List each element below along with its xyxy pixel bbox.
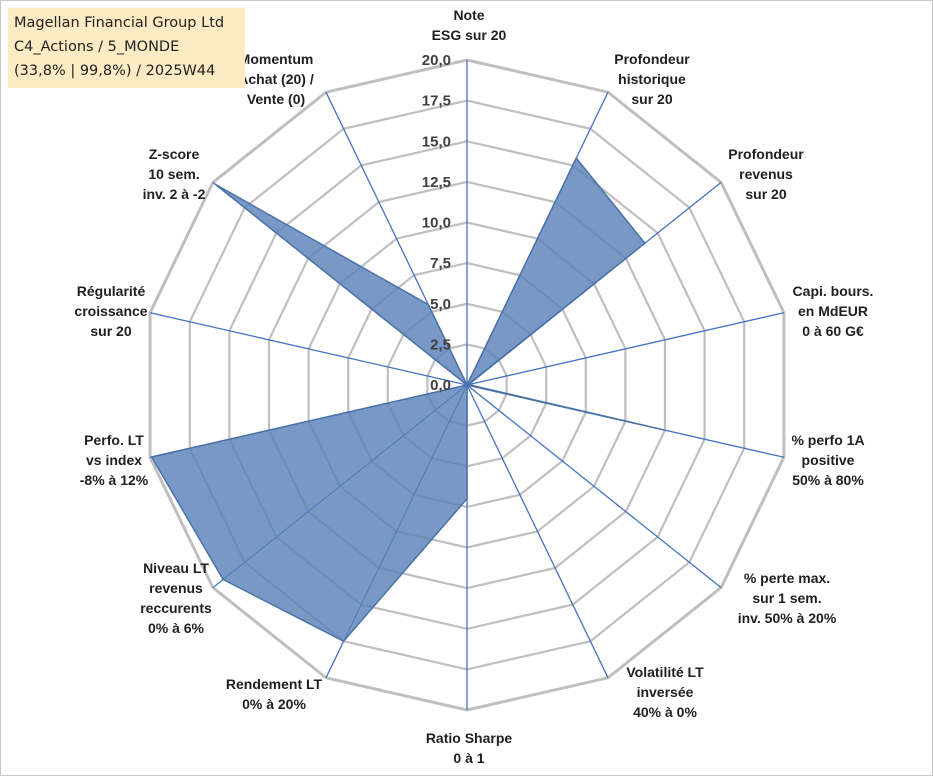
axis-label-13-line-1: Achat (20) /	[238, 71, 314, 87]
info-category: C4_Actions / 5_MONDE	[14, 39, 180, 55]
spoke-6	[466, 384, 609, 679]
axis-label-9-line-1: revenus	[149, 580, 203, 596]
axis-label-5-line-1: sur 1 sem.	[752, 590, 821, 606]
axis-label-2-line-1: revenus	[739, 166, 793, 182]
axis-label-0-line-1: ESG sur 20	[432, 27, 507, 43]
axis-label-13-line-0: Momentum	[239, 51, 314, 67]
tick-label-4: 10,0	[422, 215, 451, 232]
tick-label-0: 0,0	[430, 377, 451, 394]
axis-label-8-line-1: 0% à 20%	[242, 696, 306, 712]
series-point-2	[644, 242, 646, 244]
tick-label-8: 20,0	[422, 52, 451, 69]
series-point-10	[150, 456, 153, 458]
info-stats: (33,8% | 99,8%) / 2025W44	[14, 63, 216, 79]
axis-label-3: Capi. bours. en MdEUR 0 à 60 G€	[793, 283, 874, 339]
radar-series	[150, 157, 665, 642]
axis-label-4-line-0: % perfo 1A	[791, 432, 864, 448]
spoke-11	[149, 312, 468, 386]
axis-label-5-line-2: inv. 50% à 20%	[738, 610, 837, 626]
axis-label-5: % perte max. sur 1 sem. inv. 50% à 20%	[738, 570, 837, 626]
axis-label-2-line-0: Profondeur	[728, 146, 804, 162]
axis-label-9-line-3: 0% à 6%	[148, 620, 205, 636]
series-point-13	[427, 303, 430, 306]
tick-label-2: 5,0	[430, 296, 451, 313]
series-point-4	[662, 429, 665, 431]
axis-label-9: Niveau LT revenus reccurents 0% à 6%	[140, 560, 212, 636]
spoke-5	[466, 384, 722, 589]
axis-label-8-line-0: Rendement LT	[226, 676, 323, 692]
axis-label-9-line-0: Niveau LT	[143, 560, 209, 576]
series-point-12	[214, 183, 217, 186]
axis-label-7-line-0: Ratio Sharpe	[426, 730, 513, 746]
axis-label-2-line-2: sur 20	[745, 186, 786, 202]
axis-label-6-line-2: 40% à 0%	[633, 704, 697, 720]
axis-label-7-line-1: 0 à 1	[453, 750, 484, 766]
series-area-0	[150, 157, 665, 642]
axis-label-12: Z-score 10 sem. inv. 2 à -2	[143, 146, 206, 202]
series-point-7	[466, 498, 468, 500]
info-company: Magellan Financial Group Ltd	[14, 15, 225, 31]
axis-label-11-line-2: sur 20	[90, 323, 131, 339]
axis-label-1-line-1: historique	[618, 71, 686, 87]
axis-label-11-line-1: croissance	[74, 303, 147, 319]
axis-label-3-line-1: en MdEUR	[798, 303, 868, 319]
series-point-9	[222, 578, 224, 581]
axis-label-6-line-1: inversée	[637, 684, 694, 700]
axis-label-0-line-0: Note	[453, 7, 484, 23]
axis-label-6-line-0: Volatilité LT	[626, 664, 704, 680]
axis-label-10-line-0: Perfo. LT	[84, 432, 144, 448]
axis-label-10: Perfo. LT vs index -8% à 12%	[80, 432, 149, 488]
axis-label-13: Momentum Achat (20) / Vente (0)	[238, 51, 314, 107]
axis-label-1: Profondeur historique sur 20	[614, 51, 690, 107]
axis-label-12-line-2: inv. 2 à -2	[143, 186, 206, 202]
radar-axis-labels: Note ESG sur 20 Profondeur historique sur 20…	[74, 7, 873, 766]
series-point-1	[575, 157, 578, 159]
axis-label-10-line-2: -8% à 12%	[80, 472, 149, 488]
axis-label-4: % perfo 1A positive 50% à 80%	[791, 432, 864, 488]
axis-label-1-line-0: Profondeur	[614, 51, 690, 67]
tick-label-5: 12,5	[422, 174, 451, 191]
axis-label-13-line-2: Vente (0)	[247, 91, 305, 107]
radar-tick-labels: 0,0 2,5 5,0 7,5 10,0 12,5 15,0 17,5 20,0	[422, 52, 451, 394]
axis-label-11: Régularité croissance sur 20	[74, 283, 147, 339]
info-box: Magellan Financial Group Ltd C4_Actions …	[8, 8, 245, 88]
series-point-3	[467, 383, 470, 386]
axis-label-1-line-2: sur 20	[631, 91, 672, 107]
axis-label-3-line-0: Capi. bours.	[793, 283, 874, 299]
axis-label-12-line-1: 10 sem.	[148, 166, 199, 182]
axis-label-3-line-2: 0 à 60 G€	[802, 323, 864, 339]
axis-label-4-line-1: positive	[802, 452, 855, 468]
axis-label-4-line-2: 50% à 80%	[792, 472, 864, 488]
spoke-3	[466, 312, 785, 386]
axis-label-7: Ratio Sharpe 0 à 1	[426, 730, 513, 766]
axis-label-12-line-0: Z-score	[149, 146, 200, 162]
tick-label-1: 2,5	[430, 336, 451, 353]
axis-label-8: Rendement LT 0% à 20%	[226, 676, 323, 712]
axis-label-10-line-1: vs index	[86, 452, 142, 468]
axis-label-5-line-0: % perte max.	[744, 570, 830, 586]
axis-label-0: Note ESG sur 20	[432, 7, 507, 43]
tick-label-7: 17,5	[422, 93, 451, 110]
series-point-8	[342, 640, 345, 642]
axis-label-6: Volatilité LT inversée 40% à 0%	[626, 664, 704, 720]
tick-label-3: 7,5	[430, 255, 451, 272]
axis-label-9-line-2: reccurents	[140, 600, 212, 616]
axis-label-2: Profondeur revenus sur 20	[728, 146, 804, 202]
series-point-11	[466, 384, 468, 386]
axis-label-11-line-0: Régularité	[77, 283, 146, 299]
tick-label-6: 15,0	[422, 133, 451, 150]
